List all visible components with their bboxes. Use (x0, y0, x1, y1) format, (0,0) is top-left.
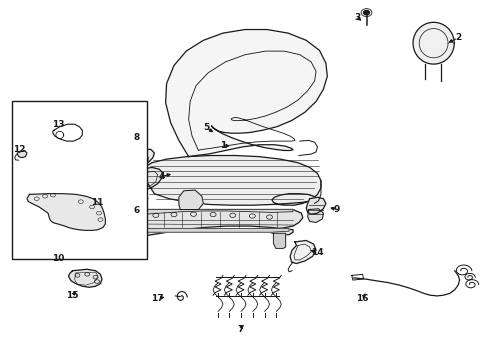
Text: 5: 5 (204, 123, 210, 132)
Polygon shape (27, 194, 105, 230)
Polygon shape (290, 240, 316, 264)
Text: 13: 13 (51, 120, 64, 129)
Text: 12: 12 (13, 145, 26, 154)
Bar (12, 101, 147, 259)
Circle shape (364, 10, 369, 15)
Polygon shape (128, 229, 141, 244)
Text: 10: 10 (51, 254, 64, 263)
Text: 3: 3 (355, 13, 361, 22)
Polygon shape (138, 167, 163, 190)
Polygon shape (145, 156, 321, 205)
Polygon shape (17, 150, 27, 158)
Text: 16: 16 (356, 294, 369, 302)
Text: 7: 7 (237, 325, 244, 334)
Polygon shape (273, 233, 286, 248)
Text: 6: 6 (133, 206, 139, 215)
Polygon shape (125, 210, 293, 214)
Polygon shape (125, 210, 303, 236)
Text: 4: 4 (158, 172, 165, 181)
Polygon shape (179, 190, 203, 210)
Polygon shape (126, 229, 289, 232)
Polygon shape (413, 22, 454, 64)
Text: 17: 17 (151, 294, 164, 302)
Text: 1: 1 (220, 141, 226, 150)
Polygon shape (69, 269, 102, 287)
Text: 15: 15 (66, 292, 79, 300)
Text: 11: 11 (91, 198, 103, 207)
Polygon shape (134, 149, 154, 167)
Text: 8: 8 (133, 133, 139, 142)
Polygon shape (166, 30, 327, 157)
Text: 2: 2 (455, 33, 461, 42)
Text: 9: 9 (334, 205, 341, 214)
Polygon shape (308, 209, 323, 222)
Polygon shape (306, 197, 326, 214)
Text: 14: 14 (311, 248, 324, 257)
